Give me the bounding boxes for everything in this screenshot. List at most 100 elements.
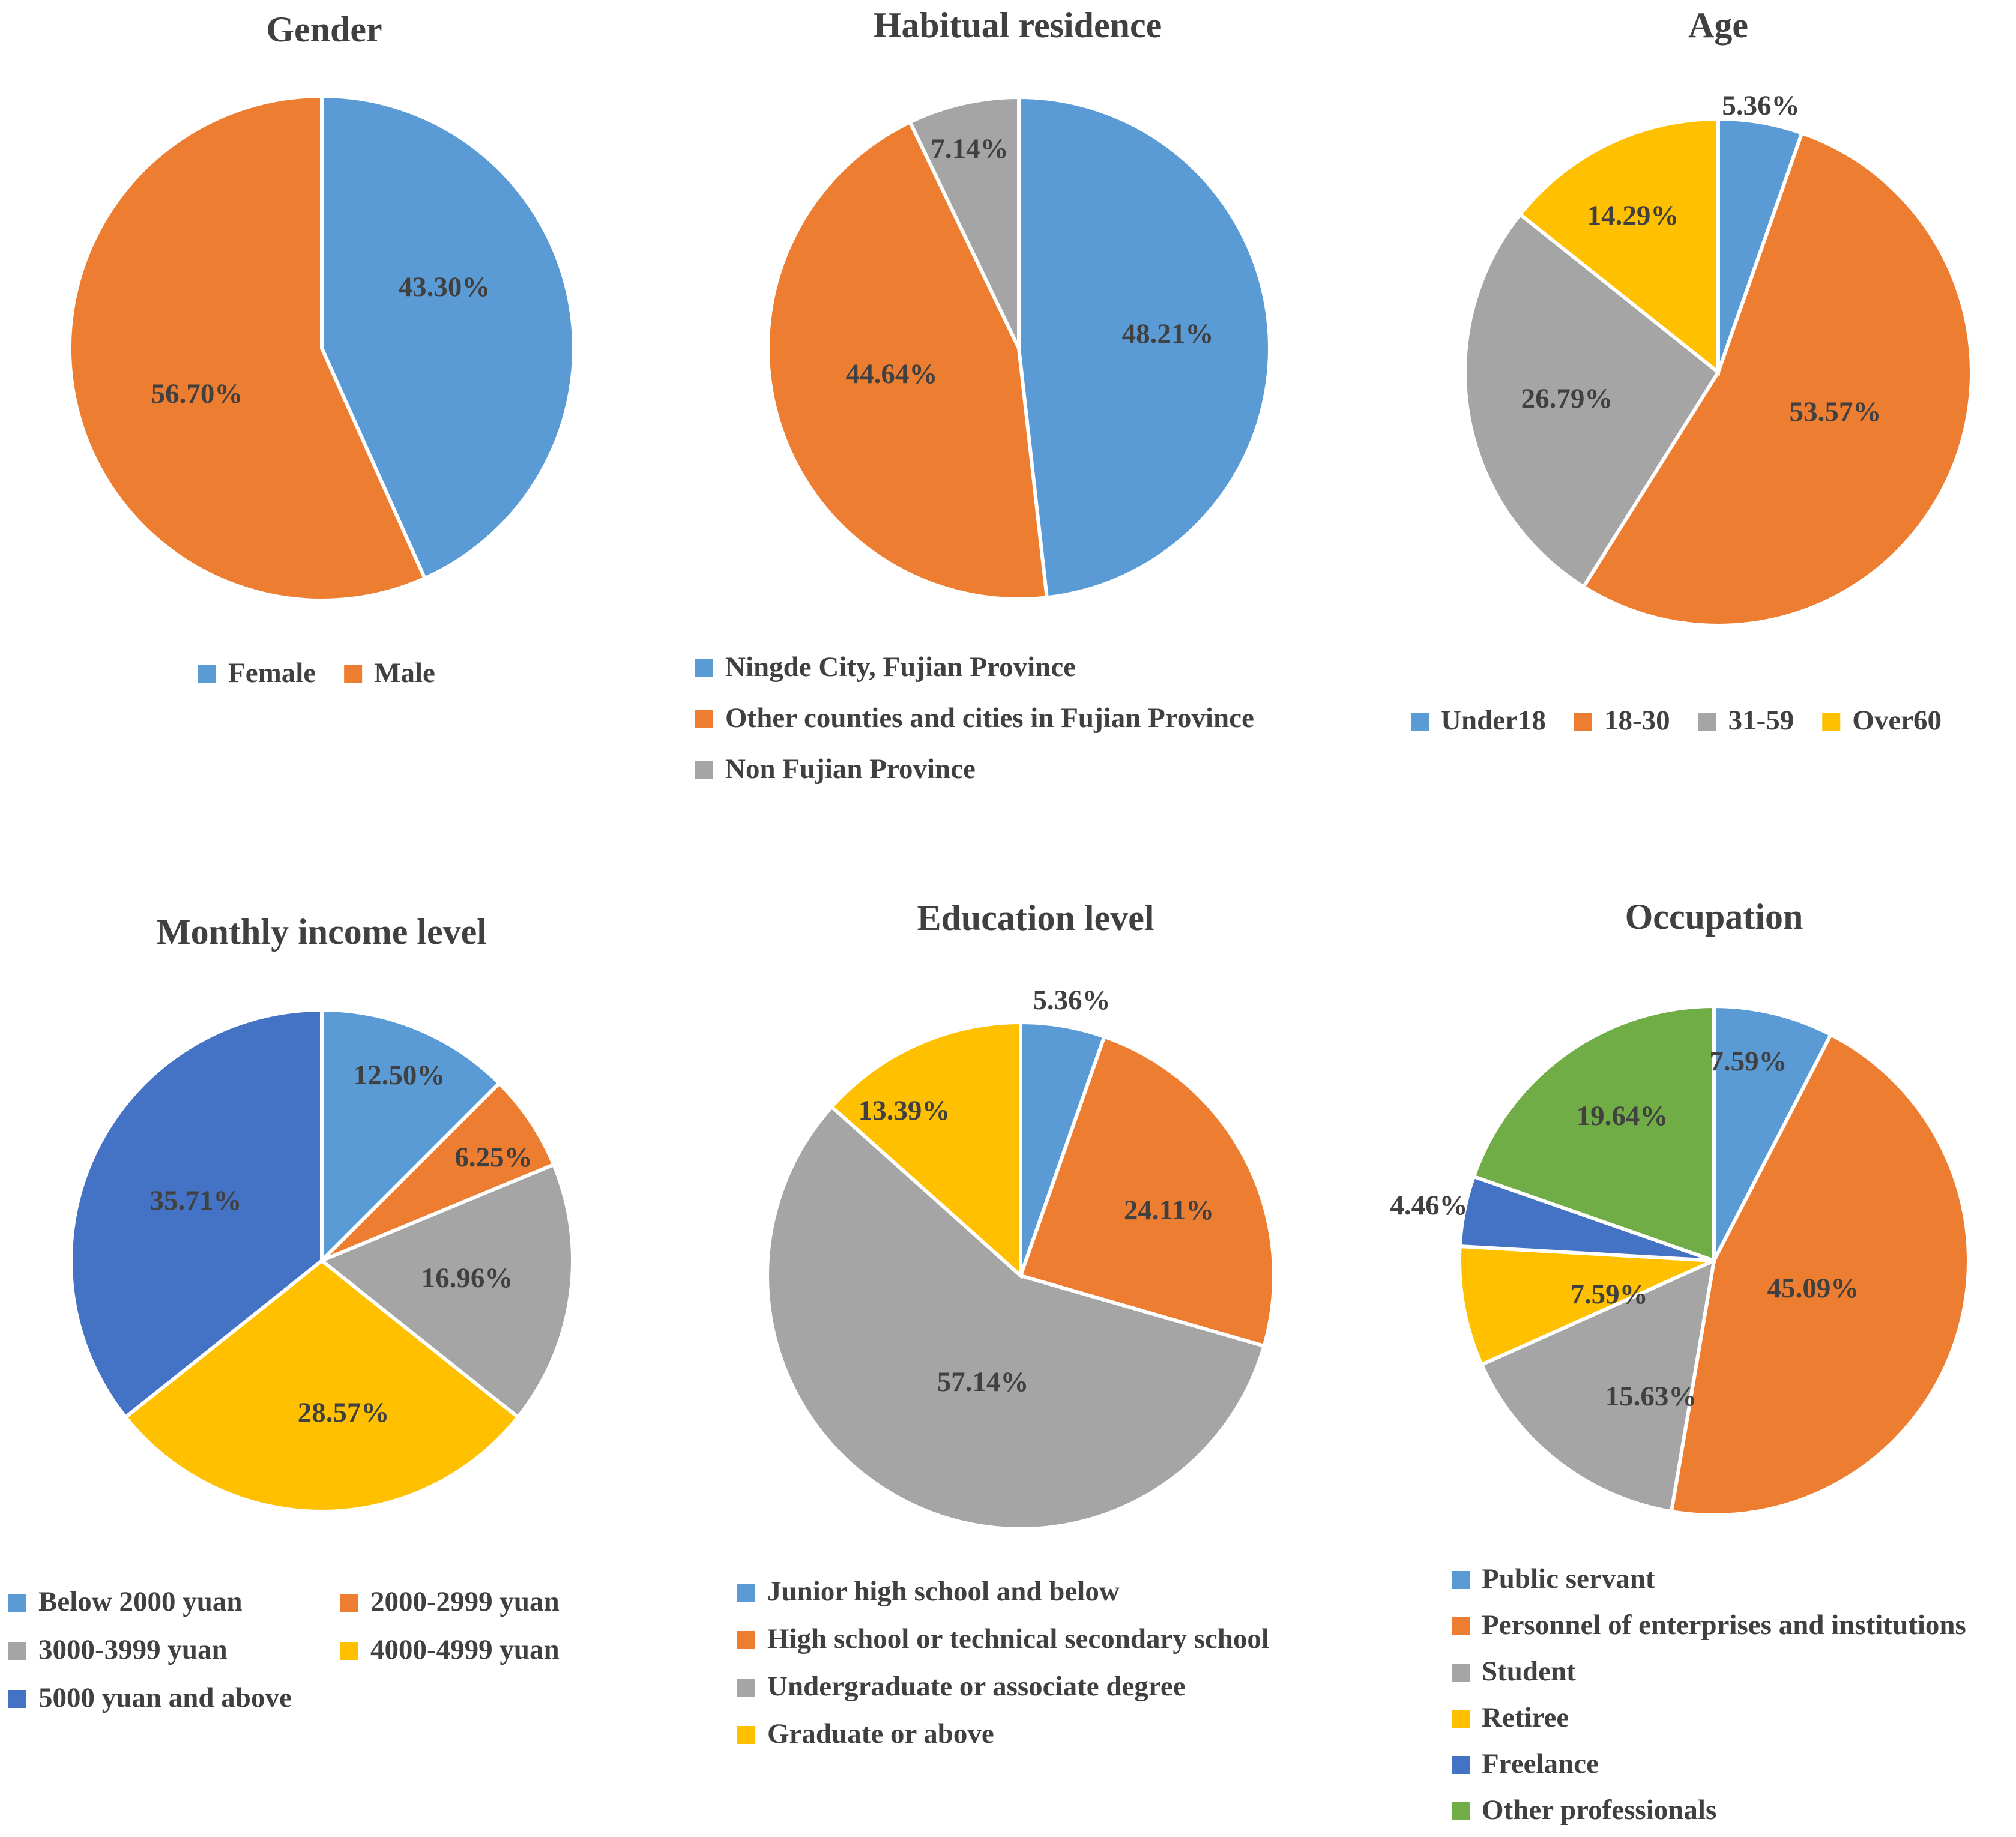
legend: Below 2000 yuan 2000-2999 yuan 3000-3999 y…	[8, 1586, 560, 1713]
data-label: 7.59%	[1709, 1046, 1787, 1077]
data-label: 19.64%	[1577, 1100, 1668, 1132]
chart-title: Age	[1688, 5, 1748, 45]
legend-swatch	[1698, 713, 1716, 731]
legend-swatch	[344, 665, 363, 683]
data-label: 56.70%	[151, 378, 243, 409]
legend-label: 18-30	[1604, 705, 1670, 736]
data-label: 48.21%	[1122, 318, 1214, 349]
legend-swatch	[340, 1642, 358, 1660]
legend-swatch	[737, 1584, 755, 1602]
pie-slice-public-servant	[1712, 1004, 1833, 1262]
data-label: 4.46%	[1390, 1190, 1467, 1221]
pie-slice-retiree	[1458, 1244, 1715, 1367]
data-label: 16.96%	[421, 1262, 513, 1294]
pie-slice-personnel-of-enterprises-and-institutions	[1669, 1032, 1970, 1517]
pie-slice-over60	[1517, 116, 1720, 376]
data-label: 53.57%	[1790, 396, 1882, 427]
legend-label: Personnel of enterprises and institution…	[1482, 1609, 1966, 1641]
pie-slice-male	[68, 94, 427, 602]
pie-slice-undergraduate-or-associate-degree	[765, 1104, 1267, 1531]
legend-label: Male	[374, 657, 435, 689]
legend-swatch	[1574, 713, 1592, 731]
data-label: 5.36%	[1033, 985, 1110, 1016]
chart-occupation: Occupation 7.59% 45.09% 15.63% 7.59% 4.46% 19.…	[1390, 897, 1970, 1826]
chart-age: Age 5.36% 53.57% 26.79% 14.29% Under18 18-30 31…	[1411, 5, 1973, 736]
legend-label: Retiree	[1482, 1702, 1569, 1733]
pie-slice-18-30	[1581, 130, 1973, 627]
legend-swatch	[8, 1642, 26, 1660]
legend-label: Undergraduate or associate degree	[767, 1671, 1186, 1702]
legend-swatch	[1411, 713, 1429, 731]
legend-label: High school or technical secondary schoo…	[767, 1623, 1269, 1655]
pie-slice-non-fujian-province	[907, 95, 1021, 349]
chart-title: Habitual residence	[874, 5, 1162, 45]
legend-label: 31-59	[1728, 705, 1794, 736]
pie-slice-3000-3999-yuan	[318, 1162, 575, 1420]
legend-swatch	[737, 1679, 755, 1697]
legend-swatch	[1452, 1571, 1470, 1589]
pie-slice-4000-4999-yuan	[122, 1258, 521, 1513]
legend: Under18 18-30 31-59 Over60	[1411, 705, 1942, 736]
legend-swatch	[695, 761, 713, 779]
chart-title: Monthly income level	[157, 912, 487, 952]
data-label: 14.29%	[1587, 200, 1679, 231]
legend-label: 4000-4999 yuan	[370, 1634, 560, 1665]
legend-swatch	[8, 1690, 26, 1708]
legend: Ningde City, Fujian Province Other counti…	[695, 651, 1254, 785]
legend-swatch	[1452, 1664, 1470, 1682]
pie-slice-student	[1479, 1257, 1716, 1514]
data-label: 35.71%	[150, 1185, 242, 1216]
chart-title: Education level	[917, 898, 1154, 938]
legend: Junior high school and below High school …	[737, 1576, 1269, 1749]
legend-label: Under18	[1441, 705, 1546, 736]
legend-label: Over60	[1852, 705, 1942, 736]
data-label: 7.14%	[931, 133, 1008, 164]
pie-slice-graduate-or-above	[829, 1020, 1022, 1280]
legend-swatch	[1452, 1617, 1470, 1635]
pie-slice-5000-yuan-and-above	[69, 1007, 324, 1420]
legend-label: Non Fujian Province	[725, 753, 976, 785]
legend-label: Graduate or above	[767, 1718, 994, 1749]
data-label: 43.30%	[399, 271, 490, 303]
data-label: 26.79%	[1521, 383, 1613, 414]
data-label: 24.11%	[1124, 1195, 1214, 1226]
legend-swatch	[737, 1726, 755, 1744]
legend-label: Public servant	[1482, 1563, 1655, 1594]
data-label: 57.14%	[937, 1366, 1029, 1398]
pie-slice-high-school-or-technical-secondary-school	[1018, 1034, 1276, 1348]
legend-label: Female	[228, 657, 316, 689]
data-label: 6.25%	[454, 1142, 532, 1173]
legend-label: 3000-3999 yuan	[38, 1634, 228, 1665]
data-label: 13.39%	[859, 1095, 950, 1126]
legend: Public servant Personnel of enterprises a…	[1452, 1563, 1966, 1826]
pie-slice-other-professionals	[1471, 1004, 1716, 1264]
pie-slice-2000-2999-yuan	[320, 1081, 557, 1262]
legend-label: Other counties and cities in Fujian Prov…	[725, 702, 1254, 734]
legend-swatch	[695, 710, 713, 728]
legend-label: 5000 yuan and above	[38, 1682, 292, 1713]
data-label: 15.63%	[1605, 1381, 1697, 1412]
legend-swatch	[1452, 1710, 1470, 1728]
legend: Female Male	[198, 657, 435, 689]
legend-swatch	[340, 1594, 358, 1612]
legend-swatch	[737, 1631, 755, 1649]
chart-gender: Gender 43.30% 56.70% Female Male	[68, 10, 576, 689]
data-label: 28.57%	[298, 1397, 390, 1428]
legend-label: Below 2000 yuan	[38, 1586, 243, 1617]
chart-title: Occupation	[1625, 897, 1803, 937]
legend-label: Junior high school and below	[767, 1576, 1120, 1607]
legend-label: Other professionals	[1482, 1794, 1716, 1826]
pie-slice-other-counties-and-cities-in-fujian-province	[766, 119, 1049, 601]
data-label: 12.50%	[354, 1060, 445, 1091]
legend-label: Ningde City, Fujian Province	[725, 651, 1076, 683]
chart-monthly-income-level: Monthly income level 12.50% 6.25% 16.96% 28.…	[8, 912, 575, 1713]
chart-title: Gender	[266, 10, 382, 49]
legend-swatch	[695, 659, 713, 677]
data-label: 7.59%	[1570, 1279, 1647, 1310]
legend-label: Freelance	[1482, 1748, 1599, 1779]
data-label: 5.36%	[1722, 90, 1799, 121]
chart-habitual-residence: Habitual residence 48.21% 44.64% 7.14% Ningd…	[695, 5, 1272, 785]
legend-swatch	[1822, 713, 1841, 731]
pie-slice-female	[320, 94, 576, 581]
chart-education-level: Education level 5.36% 24.11% 57.14% 13.39% Ju…	[737, 898, 1276, 1749]
